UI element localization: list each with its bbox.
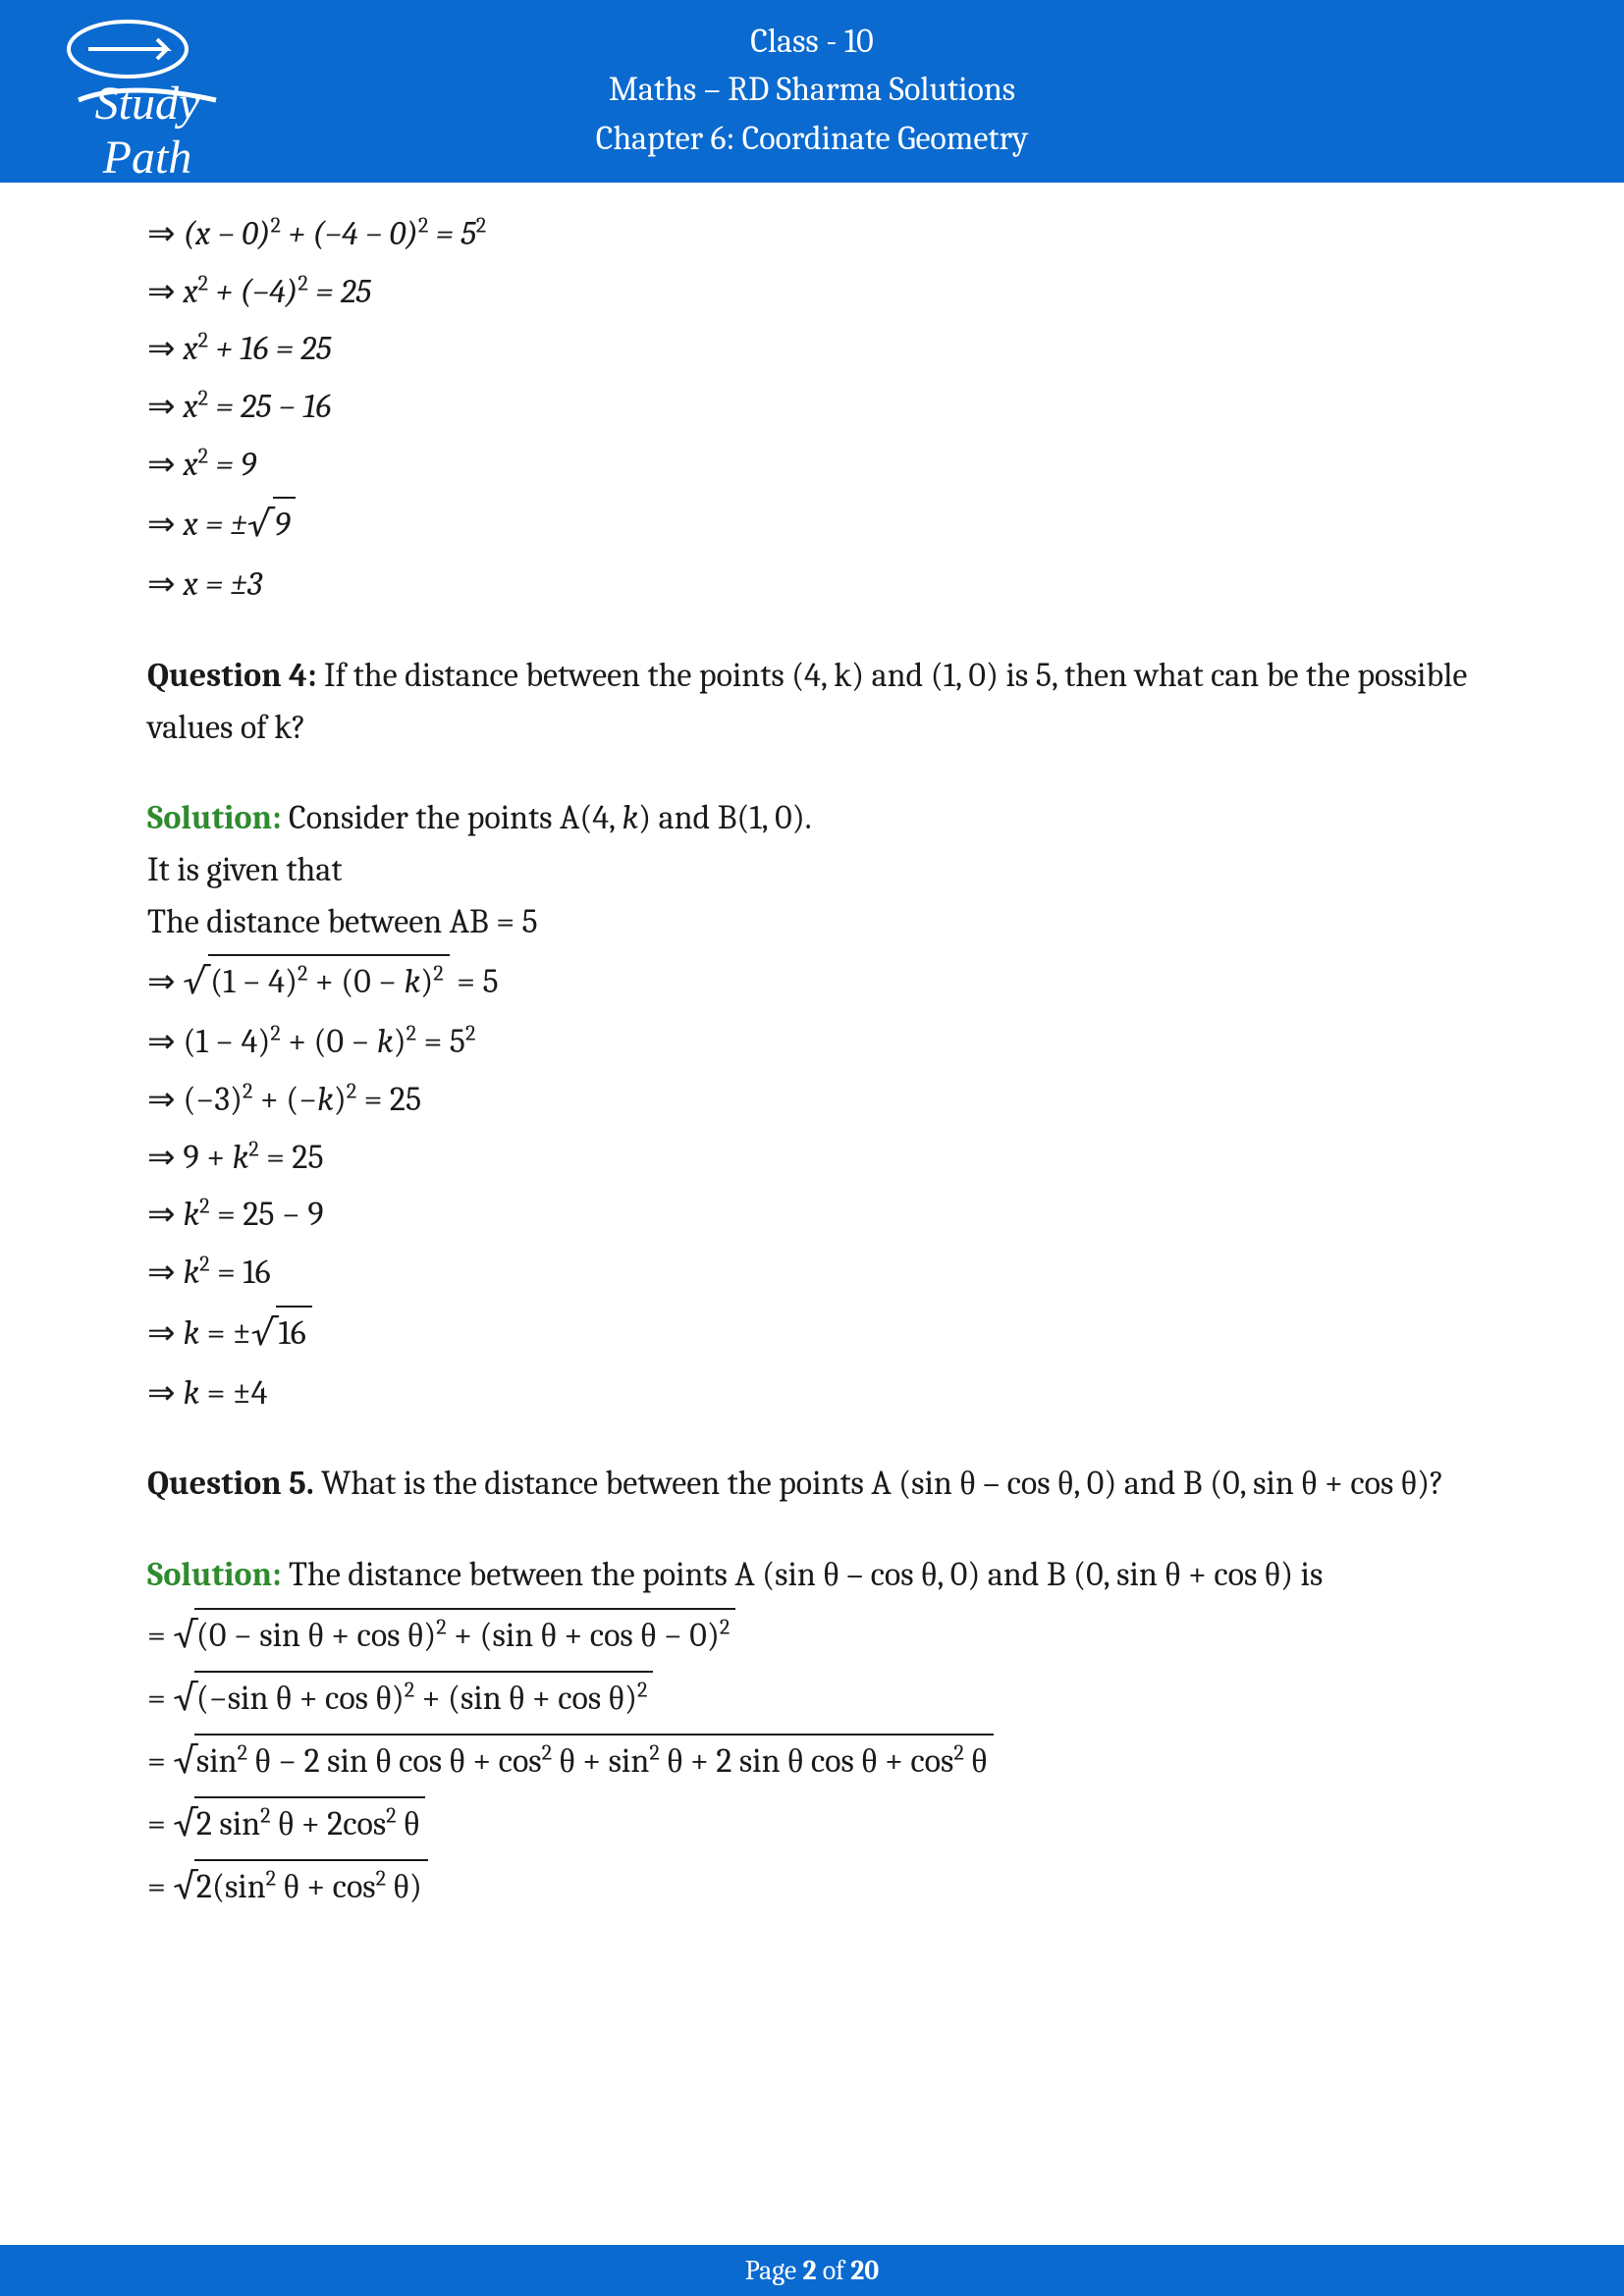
solution-4: Solution: Consider the points A(4, k) an… — [147, 792, 1506, 844]
q4-step-7: ⇒k = ±16 — [147, 1305, 1506, 1362]
solution-5-label: Solution: — [147, 1555, 282, 1594]
q4-step-1: ⇒(1 − 4)2 + (0 − k)2 = 5 — [147, 953, 1506, 1010]
solution-5: Solution: The distance between the point… — [147, 1549, 1506, 1601]
page-footer: Page 2 of 20 — [0, 2245, 1624, 2296]
q3-step-5: ⇒x2 = 9 — [147, 439, 1506, 491]
q5-step-4: = 2 sin2 θ + 2cos2 θ — [147, 1795, 1506, 1852]
q3-step-6: ⇒x = ±9 — [147, 496, 1506, 553]
page-content: Study Path Study Path Study Path Study P… — [0, 183, 1624, 1915]
footer-current-page: 2 — [802, 2255, 816, 2286]
solution-4-intro: Consider the points A(4, k) and B(1, 0). — [282, 798, 812, 837]
q5-step-3: = sin2 θ − 2 sin θ cos θ + cos2 θ + sin2… — [147, 1733, 1506, 1789]
question-5: Question 5. What is the distance between… — [147, 1458, 1506, 1510]
q4-step-3: ⇒(−3)2 + (−k)2 = 25 — [147, 1074, 1506, 1126]
footer-sep: of — [817, 2255, 851, 2286]
question-4-text: If the distance between the points (4, k… — [147, 656, 1467, 747]
solution-4-label: Solution: — [147, 798, 282, 837]
q5-step-1: = (0 − sin θ + cos θ)2 + (sin θ + cos θ … — [147, 1607, 1506, 1664]
solution-4-given-1: It is given that — [147, 844, 1506, 896]
q4-step-4: ⇒9 + k2 = 25 — [147, 1132, 1506, 1184]
question-5-label: Question 5. — [147, 1464, 314, 1503]
q4-step-5: ⇒k2 = 25 − 9 — [147, 1189, 1506, 1241]
q5-step-5: = 2(sin2 θ + cos2 θ) — [147, 1858, 1506, 1915]
question-4-label: Question 4: — [147, 656, 316, 695]
question-5-text: What is the distance between the points … — [314, 1464, 1444, 1503]
q4-step-8: ⇒k = ±4 — [147, 1367, 1506, 1419]
solution-4-given-2: The distance between AB = 5 — [147, 896, 1506, 948]
q3-step-3: ⇒x2 + 16 = 25 — [147, 323, 1506, 375]
q5-step-2: = (−sin θ + cos θ)2 + (sin θ + cos θ)2 — [147, 1670, 1506, 1727]
logo: Study Path — [39, 10, 245, 147]
q3-step-1: ⇒(x − 0)2 + (−4 − 0)2 = 52 — [147, 208, 1506, 260]
q3-step-2: ⇒x2 + (−4)2 = 25 — [147, 266, 1506, 318]
logo-text: Study Path — [49, 77, 245, 185]
footer-prefix: Page — [745, 2255, 803, 2286]
q4-step-2: ⇒(1 − 4)2 + (0 − k)2 = 52 — [147, 1016, 1506, 1068]
page-header: Study Path Class - 10 Maths – RD Sharma … — [0, 0, 1624, 183]
footer-total-pages: 20 — [850, 2255, 879, 2286]
solution-5-intro: The distance between the points A (sin θ… — [282, 1555, 1324, 1594]
q3-step-4: ⇒x2 = 25 − 16 — [147, 381, 1506, 433]
question-4: Question 4: If the distance between the … — [147, 650, 1506, 753]
q4-step-6: ⇒k2 = 16 — [147, 1247, 1506, 1299]
q3-step-7: ⇒x = ±3 — [147, 559, 1506, 611]
